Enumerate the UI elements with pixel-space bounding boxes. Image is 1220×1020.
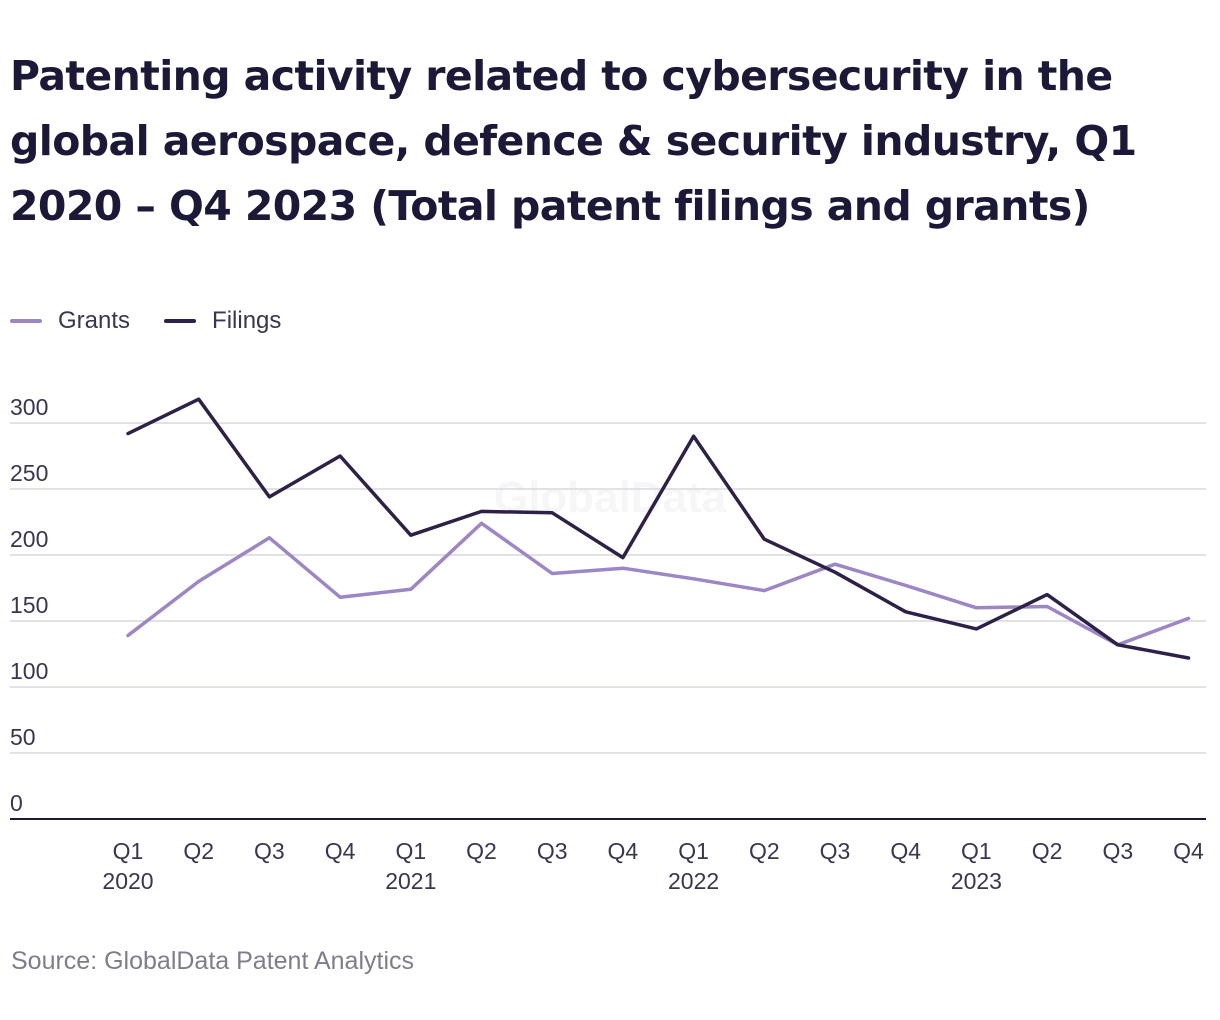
series-lines <box>126 397 1191 660</box>
x-tick-label: Q4 <box>325 838 356 864</box>
y-tick-label: 150 <box>10 592 48 618</box>
x-tick-label: Q4 <box>608 838 639 864</box>
y-tick-label: 0 <box>10 790 23 816</box>
y-tick-label: 100 <box>10 658 48 684</box>
series-line-filings <box>126 397 1191 660</box>
line-chart: GlobalData 0 50 100 150 200 250 300 Q1 2020 Q2 Q3… <box>10 394 1206 894</box>
legend-label-grants: Grants <box>58 307 131 334</box>
x-tick-label: Q2 <box>749 838 780 864</box>
x-tick-label: Q1 <box>678 838 709 864</box>
x-tick-label: Q2 <box>1032 838 1063 864</box>
legend-item-grants: Grants <box>10 307 130 335</box>
source-note: Source: GlobalData Patent Analytics <box>11 947 415 975</box>
x-tick-label: Q3 <box>254 838 285 864</box>
y-tick-label: 200 <box>10 526 48 552</box>
x-tick-label: Q3 <box>820 838 851 864</box>
legend-swatch-grants <box>10 319 42 323</box>
x-axis: Q1 2020 Q2 Q3 Q4 Q1 2021 Q2 Q3 Q4 Q1 2022 Q2 Q3 Q4 Q1 20… <box>10 818 1206 894</box>
legend-item-filings: Filings <box>164 307 281 335</box>
chart-legend: Grants Filings <box>10 306 315 336</box>
y-tick-label: 50 <box>10 724 36 750</box>
legend-swatch-filings <box>164 319 197 323</box>
x-tick-label: Q3 <box>1102 838 1133 864</box>
x-year-label: 2020 <box>102 868 153 894</box>
watermark: GlobalData <box>494 473 727 522</box>
gridlines <box>10 422 1206 754</box>
x-year-label: 2022 <box>668 868 719 894</box>
x-tick-label: Q3 <box>537 838 568 864</box>
legend-label-filings: Filings <box>212 307 282 334</box>
x-tick-label: Q1 <box>961 838 992 864</box>
x-year-label: 2021 <box>385 868 436 894</box>
x-tick-label: Q2 <box>183 838 214 864</box>
y-axis: 0 50 100 150 200 250 300 <box>10 394 48 816</box>
y-tick-label: 300 <box>10 394 48 420</box>
x-tick-label: Q1 <box>113 838 144 864</box>
x-tick-label: Q4 <box>1173 838 1204 864</box>
x-tick-label: Q1 <box>395 838 426 864</box>
x-tick-label: Q4 <box>890 838 921 864</box>
y-tick-label: 250 <box>10 460 48 486</box>
x-tick-label: Q2 <box>466 838 497 864</box>
series-line-grants <box>126 521 1191 647</box>
x-year-label: 2023 <box>951 868 1002 894</box>
chart-title: Patenting activity related to cybersecur… <box>10 52 1137 230</box>
